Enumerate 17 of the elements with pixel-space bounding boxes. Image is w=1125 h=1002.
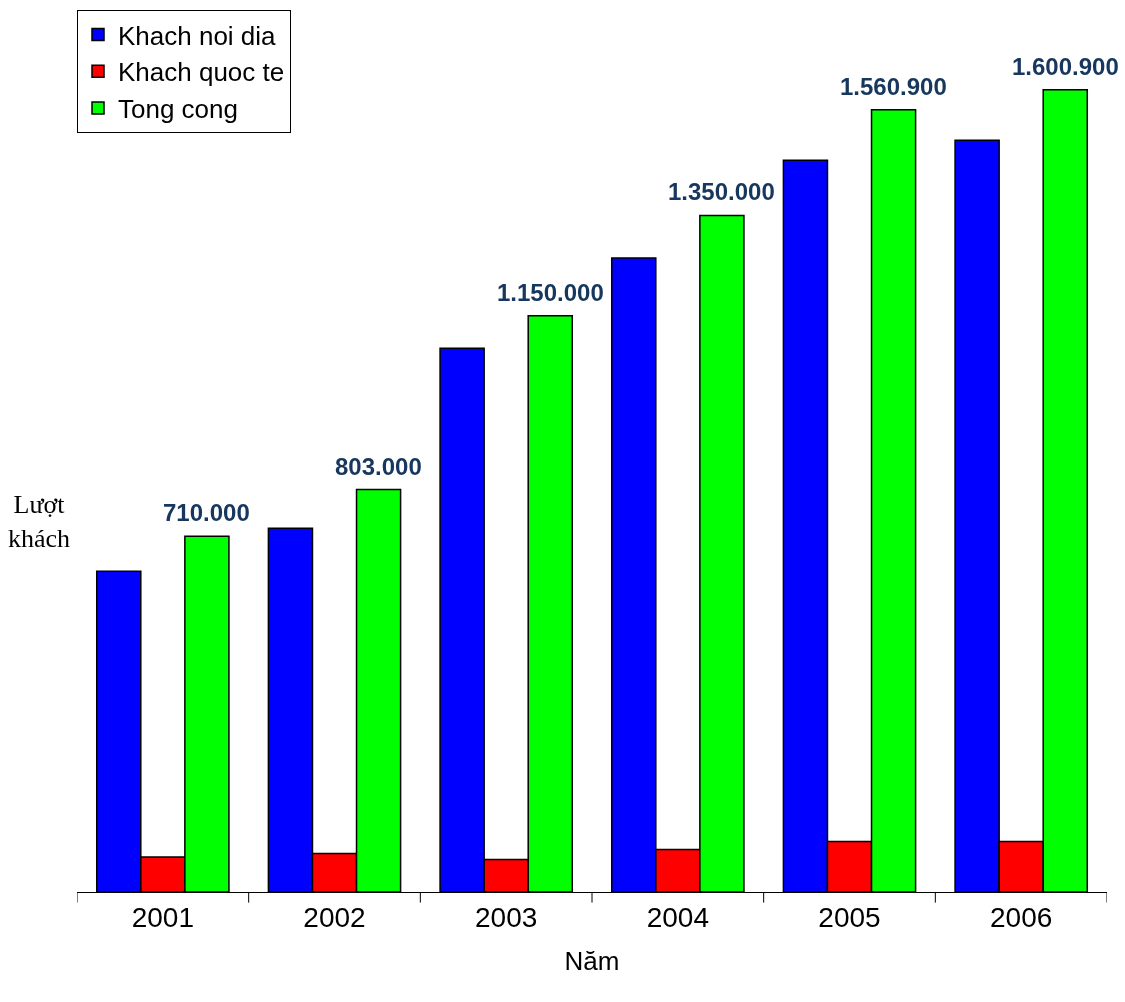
x-tick-label: 2005 xyxy=(818,901,881,933)
x-tick-label: 2004 xyxy=(646,901,709,933)
legend-label: Khach quoc te xyxy=(118,57,285,88)
legend-label: Tong cong xyxy=(118,94,238,125)
x-tick-label: 2001 xyxy=(131,901,194,933)
data-label: 710.000 xyxy=(163,499,250,526)
y-axis-title: Lượt khách xyxy=(8,490,71,553)
x-axis-title: Năm xyxy=(564,946,620,977)
data-label: 1.150.000 xyxy=(497,279,604,306)
data-label: 1.600.900 xyxy=(1012,53,1119,80)
data-label: 1.560.900 xyxy=(840,73,947,100)
x-tick-label: 2006 xyxy=(990,901,1053,933)
legend-label: Khach noi dia xyxy=(118,20,277,51)
x-tick-label: 2002 xyxy=(303,901,366,933)
x-tick-label: 2003 xyxy=(475,901,538,933)
data-label: 803.000 xyxy=(335,453,422,480)
data-label: 1.350.000 xyxy=(668,178,775,205)
